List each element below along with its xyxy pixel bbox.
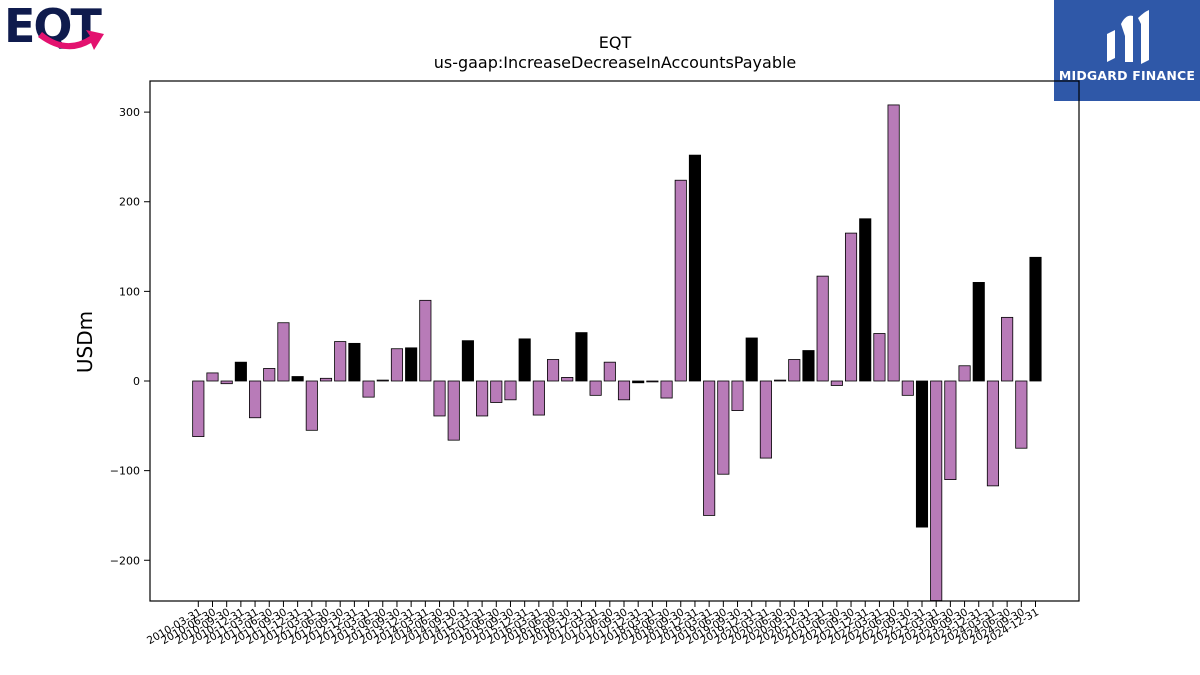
bar-2022-09-30: [901, 380, 914, 396]
bar-2010-03-31: [192, 380, 205, 437]
bar-2016-06-30: [547, 359, 560, 382]
eqt-logo: EQT: [4, 0, 105, 53]
bar-2010-12-31: [234, 361, 247, 382]
bar-2020-06-30: [774, 379, 787, 382]
bar-2016-12-31: [575, 332, 588, 382]
bar-2024-03-31: [986, 380, 999, 487]
bar-2014-03-31: [419, 299, 432, 382]
bar-2018-09-30: [674, 179, 687, 382]
bar-2022-12-31: [915, 380, 929, 528]
bar-2021-12-31: [859, 218, 872, 382]
bar-2013-09-30: [390, 348, 404, 382]
bar-2017-09-30: [617, 380, 631, 401]
chart-title: EQT: [599, 33, 632, 52]
bar-2021-03-31: [816, 275, 829, 382]
bar-2014-09-30: [447, 380, 460, 441]
bar-2015-06-30: [490, 380, 503, 403]
bar-2020-09-30: [788, 359, 801, 382]
y-axis-ticks: −200 −100 0 100 200 300: [110, 106, 150, 567]
bar-2013-12-31: [405, 347, 418, 382]
bar-2024-12-31: [1029, 256, 1042, 382]
bar-2019-03-31: [703, 380, 716, 516]
bar-2017-03-31: [589, 380, 602, 396]
bar-2015-03-31: [476, 380, 489, 417]
y-tick-label: −200: [110, 554, 140, 567]
y-tick-label: 300: [119, 106, 140, 119]
midgard-finance-logo: MIDGARD FINANCE: [1054, 0, 1200, 101]
bar-2018-12-31: [688, 154, 701, 382]
bar-2023-09-30: [958, 365, 971, 382]
bar-2017-06-30: [603, 361, 616, 382]
midgard-logo-text: MIDGARD FINANCE: [1058, 68, 1196, 83]
eqt-logo-arrow-icon: [38, 30, 104, 50]
bar-2023-06-30: [944, 380, 957, 480]
y-tick-label: 0: [133, 375, 140, 388]
bar-2014-06-30: [433, 380, 446, 417]
bar-2011-06-30: [263, 368, 276, 382]
bar-2023-03-31: [930, 380, 943, 601]
chart-subtitle: us-gaap:IncreaseDecreaseInAccountsPayabl…: [434, 53, 797, 72]
bar-2020-03-31: [759, 380, 772, 459]
bar-2016-03-31: [532, 380, 545, 416]
bar-2018-06-30: [660, 380, 673, 399]
bar-2012-12-31: [348, 342, 361, 382]
bar-2016-09-30: [561, 377, 574, 382]
bar-2013-06-30: [376, 379, 389, 382]
bar-2022-03-31: [873, 333, 886, 382]
bar-2017-12-31: [632, 380, 645, 384]
y-tick-label: 200: [119, 196, 140, 209]
midgard-emblem-icon: [1107, 10, 1149, 64]
bar-2014-12-31: [461, 340, 474, 382]
bar-2011-09-30: [277, 322, 290, 382]
bar-2012-03-31: [305, 380, 318, 431]
bar-2024-09-30: [1015, 380, 1028, 449]
bar-2019-09-30: [731, 380, 744, 411]
bar-2020-12-31: [802, 350, 815, 382]
bar-2011-03-31: [249, 380, 262, 419]
bar-2010-09-30: [220, 380, 233, 385]
y-axis-label: USDm: [73, 311, 97, 373]
bars-group: [192, 104, 1042, 601]
bar-2021-06-30: [830, 380, 843, 386]
bar-2019-12-31: [745, 337, 758, 382]
x-axis-ticks: 2010-03-312010-06-302010-09-302010-12-31…: [145, 601, 1041, 647]
bar-2015-12-31: [518, 338, 531, 382]
bar-2013-03-31: [362, 380, 375, 398]
bar-2012-09-30: [334, 341, 347, 382]
bar-2015-09-30: [504, 380, 517, 401]
bar-2023-12-31: [972, 282, 985, 382]
y-tick-label: 100: [119, 285, 140, 298]
y-tick-label: −100: [110, 465, 140, 478]
bar-2022-06-30: [887, 104, 900, 382]
bar-2021-09-30: [844, 232, 858, 382]
plot-frame: [149, 80, 1080, 602]
bar-2011-12-31: [291, 376, 304, 382]
bar-2010-06-30: [206, 372, 219, 382]
bar-2012-06-30: [319, 377, 333, 382]
bar-2018-03-31: [646, 380, 659, 383]
bar-2019-06-30: [717, 380, 730, 475]
bar-2024-06-30: [1001, 316, 1014, 382]
